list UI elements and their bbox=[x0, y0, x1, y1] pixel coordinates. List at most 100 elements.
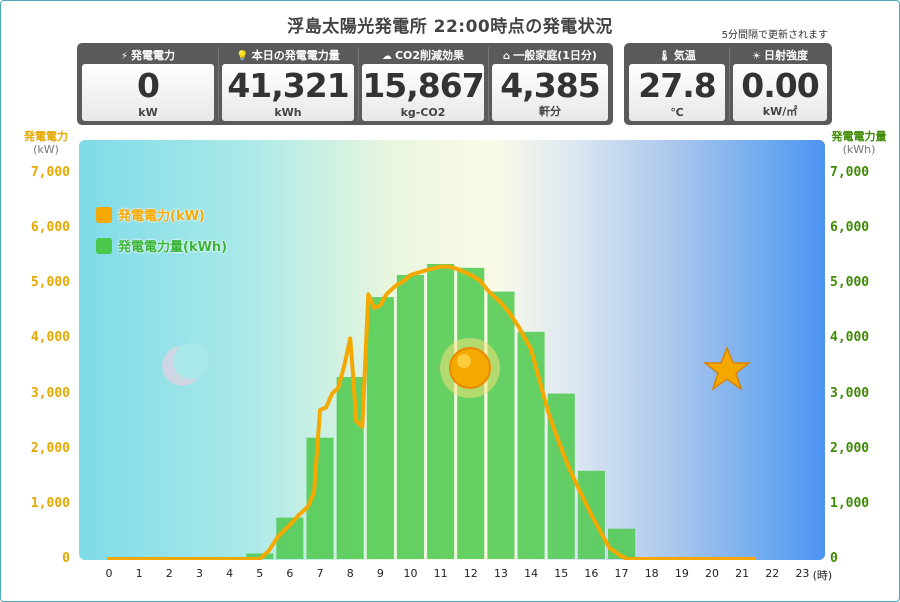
sun-small-icon: ☀ bbox=[752, 51, 761, 62]
right-y-tick-label: 4,000 bbox=[830, 330, 870, 346]
x-tick-label: 13 bbox=[493, 567, 508, 580]
x-tick-label: 7 bbox=[316, 567, 324, 580]
page-title: 浮島太陽光発電所 22:00時点の発電状況 bbox=[287, 17, 613, 37]
x-tick-label: 3 bbox=[195, 567, 203, 580]
plot-area bbox=[79, 140, 825, 560]
x-tick-label: 2 bbox=[165, 567, 173, 580]
x-tick-label: 21 bbox=[735, 567, 750, 580]
star-icon bbox=[702, 345, 752, 391]
x-tick-label: 11 bbox=[433, 567, 448, 580]
left-y-tick-label: 7,000 bbox=[30, 165, 70, 180]
x-tick-label: 22 bbox=[765, 567, 780, 580]
co2-unit: kg-CO2 bbox=[400, 106, 446, 119]
energy-bar-11 bbox=[427, 264, 455, 559]
lightning-icon: ⚡ bbox=[120, 51, 129, 62]
left-y-tick-label: 4,000 bbox=[30, 330, 70, 346]
left-axis-unit: (kW) bbox=[33, 143, 59, 156]
x-tick-label: 15 bbox=[554, 567, 569, 580]
temperature-unit: ℃ bbox=[670, 106, 684, 119]
power-series-line bbox=[107, 264, 757, 560]
households-value: 4,385 bbox=[500, 66, 600, 105]
x-tick-label: 14 bbox=[524, 567, 539, 580]
power-value: 0 bbox=[137, 66, 160, 105]
legend-swatch-power bbox=[96, 207, 112, 223]
right-y-tick-label: 6,000 bbox=[830, 220, 870, 236]
left-y-tick-label: 6,000 bbox=[30, 220, 70, 236]
divider bbox=[358, 47, 359, 121]
energy-bar-10 bbox=[396, 275, 424, 559]
left-y-tick-label: 1,000 bbox=[30, 495, 70, 511]
right-axis-title: 発電電力量 (kWh) bbox=[826, 130, 892, 156]
card-label: 本日の発電電力量 bbox=[251, 49, 340, 62]
x-tick-label: 17 bbox=[614, 567, 629, 580]
cloud-icon: ☁ bbox=[381, 51, 392, 62]
x-tick-label: 1 bbox=[135, 567, 143, 580]
card-households: ⌂ 一般家庭(1日分) 4,385 軒分 bbox=[489, 43, 611, 125]
energy-unit: kWh bbox=[274, 106, 302, 119]
card-label: 気温 bbox=[673, 49, 696, 62]
power-unit: kW bbox=[138, 106, 158, 119]
legend-item-power: 発電電力(kW) bbox=[96, 205, 205, 224]
legend-swatch-energy bbox=[96, 238, 112, 254]
legend-item-energy: 発電電力量(kWh) bbox=[96, 236, 227, 255]
left-axis-label: 発電電力 bbox=[24, 130, 68, 143]
sun-icon bbox=[440, 338, 500, 398]
households-unit: 軒分 bbox=[539, 105, 561, 118]
card-label: CO2削減効果 bbox=[394, 49, 465, 62]
card-label: 発電電力 bbox=[131, 49, 176, 62]
right-axis-unit: (kWh) bbox=[842, 143, 876, 156]
x-tick-label: 4 bbox=[226, 567, 234, 580]
x-tick-label: 8 bbox=[346, 567, 354, 580]
update-note: 5分間隔で更新されます bbox=[721, 30, 828, 41]
x-tick-label: 20 bbox=[705, 567, 719, 580]
right-y-tick-label: 1,000 bbox=[830, 495, 870, 511]
x-tick-label: 9 bbox=[376, 567, 384, 580]
weather-panel: 🌡 気温 27.8 ℃ ☀ 日射強度 0.00 kW/㎡ bbox=[624, 43, 832, 125]
x-tick-label: 0 bbox=[105, 567, 113, 580]
energy-bar-13 bbox=[487, 291, 515, 559]
x-tick-label: 5 bbox=[256, 567, 264, 580]
right-y-tick-label: 2,000 bbox=[830, 440, 870, 456]
x-tick-label: 18 bbox=[644, 567, 659, 580]
left-y-tick-label: 5,000 bbox=[30, 275, 70, 291]
left-y-tick-label: 3,000 bbox=[30, 385, 70, 401]
energy-bar-12 bbox=[457, 267, 485, 559]
left-y-tick-label: 0 bbox=[62, 551, 70, 566]
left-y-tick-label: 2,000 bbox=[30, 440, 70, 456]
energy-bar-14 bbox=[517, 331, 545, 559]
right-y-tick-label: 3,000 bbox=[830, 385, 870, 401]
divider bbox=[488, 47, 489, 121]
right-y-tick-label: 0 bbox=[830, 551, 838, 566]
moon-icon bbox=[162, 343, 209, 386]
x-tick-label: 16 bbox=[584, 567, 599, 580]
chart-svg bbox=[107, 264, 757, 560]
card-temperature: 🌡 気温 27.8 ℃ bbox=[626, 43, 728, 125]
co2-value: 15,867 bbox=[362, 66, 484, 105]
energy-value: 41,321 bbox=[227, 66, 349, 105]
card-label: 一般家庭(1日分) bbox=[513, 49, 597, 62]
legend-label: 発電電力量(kWh) bbox=[118, 240, 228, 255]
house-icon: ⌂ bbox=[503, 51, 511, 62]
thermometer-icon: 🌡 bbox=[658, 51, 671, 62]
card-energy-today: 💡 本日の発電電力量 41,321 kWh bbox=[219, 43, 357, 125]
x-tick-label: 10 bbox=[403, 567, 418, 580]
card-power: ⚡ 発電電力 0 kW bbox=[79, 43, 217, 125]
energy-bar-5 bbox=[246, 553, 274, 559]
temperature-value: 27.8 bbox=[638, 66, 716, 105]
x-tick-label: 19 bbox=[674, 567, 689, 580]
card-co2: ☁ CO2削減効果 15,867 kg-CO2 bbox=[359, 43, 487, 125]
x-axis-unit: (時) bbox=[812, 569, 833, 582]
energy-bar-9 bbox=[366, 297, 394, 559]
legend-label: 発電電力(kW) bbox=[118, 209, 205, 224]
x-tick-label: 23 bbox=[795, 567, 810, 580]
energy-bar-8 bbox=[336, 377, 364, 559]
bulb-icon: 💡 bbox=[236, 51, 249, 62]
irradiance-value: 0.00 bbox=[741, 66, 819, 105]
divider bbox=[218, 47, 219, 121]
card-irradiance: ☀ 日射強度 0.00 kW/㎡ bbox=[730, 43, 830, 125]
x-tick-label: 12 bbox=[463, 567, 478, 580]
divider bbox=[729, 47, 730, 121]
right-axis-label: 発電電力量 bbox=[831, 130, 887, 143]
x-tick-label: 6 bbox=[286, 567, 294, 580]
right-y-tick-label: 7,000 bbox=[830, 165, 870, 180]
